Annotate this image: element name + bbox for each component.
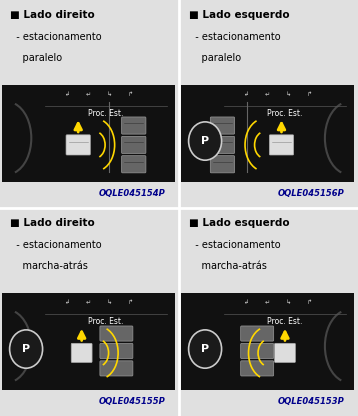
FancyBboxPatch shape [71,343,92,362]
Text: - estacionamento: - estacionamento [10,240,102,250]
Text: marcha-atrás: marcha-atrás [10,260,88,270]
Circle shape [189,330,222,368]
Text: ↱: ↱ [307,92,312,97]
FancyBboxPatch shape [241,361,274,376]
Text: marcha-atrás: marcha-atrás [189,260,267,270]
FancyBboxPatch shape [100,361,133,376]
Text: OQLE045154P: OQLE045154P [99,189,165,198]
Text: OQLE045155P: OQLE045155P [99,397,165,406]
Bar [2,390,175,414]
Bar [181,212,354,293]
Text: ↵: ↵ [265,92,270,97]
Bar [2,212,175,293]
Text: ■ Lado direito: ■ Lado direito [10,218,95,228]
Text: ↳: ↳ [286,92,291,97]
Text: ↵: ↵ [86,92,91,97]
Bar [181,4,354,85]
Text: ■ Lado esquerdo: ■ Lado esquerdo [189,10,290,20]
Text: ↲: ↲ [65,92,71,97]
FancyBboxPatch shape [241,343,274,359]
Circle shape [10,330,43,368]
Text: paralelo: paralelo [10,52,63,62]
Bar [2,293,175,390]
Bar [2,182,175,206]
Text: Proc. Est.: Proc. Est. [88,109,124,119]
FancyBboxPatch shape [100,326,133,341]
FancyBboxPatch shape [269,135,294,155]
Text: ↲: ↲ [65,300,71,305]
Bar [2,85,175,182]
Text: P: P [201,344,209,354]
Text: ↳: ↳ [107,92,112,97]
Bar [181,85,354,182]
Text: ↲: ↲ [244,92,250,97]
FancyBboxPatch shape [66,135,90,155]
FancyBboxPatch shape [122,156,146,173]
Text: ↵: ↵ [265,300,270,305]
Text: Proc. Est.: Proc. Est. [267,109,303,119]
Text: paralelo: paralelo [189,52,242,62]
Bar [181,390,354,414]
FancyBboxPatch shape [275,343,295,362]
Text: ↱: ↱ [128,92,133,97]
Text: - estacionamento: - estacionamento [10,32,102,42]
Text: P: P [22,344,30,354]
Text: P: P [201,136,209,146]
FancyBboxPatch shape [210,156,234,173]
Text: OQLE045156P: OQLE045156P [278,189,344,198]
FancyBboxPatch shape [122,117,146,134]
Text: ↵: ↵ [86,300,91,305]
Bar [181,293,354,390]
FancyBboxPatch shape [100,343,133,359]
FancyBboxPatch shape [210,117,234,134]
Text: ↳: ↳ [286,300,291,305]
Text: - estacionamento: - estacionamento [189,32,281,42]
FancyBboxPatch shape [122,136,146,154]
Text: ■ Lado direito: ■ Lado direito [10,10,95,20]
Text: Proc. Est.: Proc. Est. [267,317,303,327]
FancyBboxPatch shape [210,136,234,154]
FancyBboxPatch shape [241,326,274,341]
Text: - estacionamento: - estacionamento [189,240,281,250]
Bar [181,182,354,206]
Text: ■ Lado esquerdo: ■ Lado esquerdo [189,218,290,228]
Text: ↲: ↲ [244,300,250,305]
Text: ↱: ↱ [128,300,133,305]
Text: ↱: ↱ [307,300,312,305]
Text: OQLE045153P: OQLE045153P [278,397,344,406]
Bar [2,4,175,85]
Text: ↳: ↳ [107,300,112,305]
Text: Proc. Est.: Proc. Est. [88,317,124,327]
Circle shape [189,122,222,160]
